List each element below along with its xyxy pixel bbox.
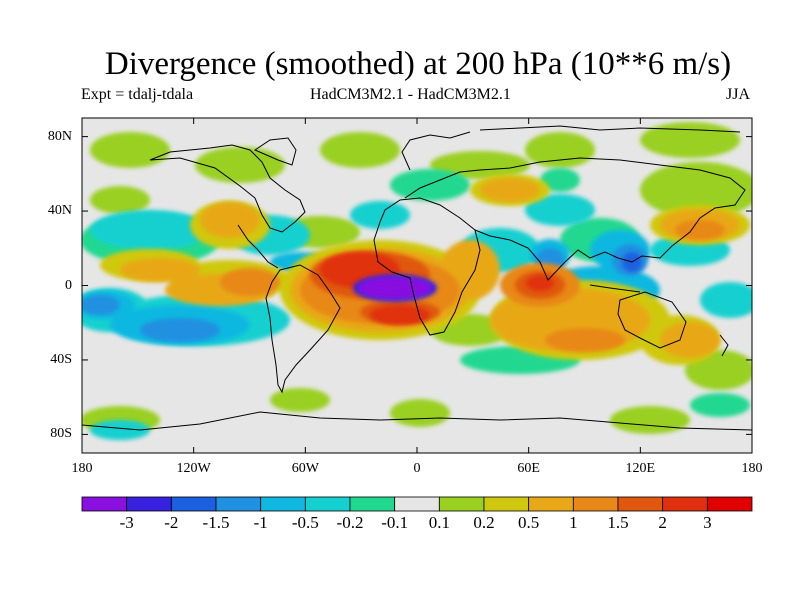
- colorbar-tick-label: 3: [703, 513, 712, 532]
- experiment-label: Expt = tdalj-tdala: [81, 86, 194, 103]
- colorbar-tick-label: -0.2: [336, 513, 364, 532]
- colorbar-swatch: [394, 496, 440, 512]
- colorbar-swatch: [483, 496, 530, 512]
- colorbar-tick-label: 1.5: [607, 513, 629, 532]
- colorbar-swatch: [349, 496, 396, 512]
- colorbar-swatch: [304, 496, 351, 512]
- model-label: HadCM3M2.1 - HadCM3M2.1: [310, 86, 511, 103]
- colorbar-swatch: [438, 496, 485, 512]
- lon-label: 60W: [291, 461, 319, 476]
- colorbar-tick-label: -2: [164, 513, 179, 532]
- colorbar-swatch: [170, 496, 217, 512]
- colorbar-swatch: [215, 496, 262, 512]
- colorbar-tick-label: 0.5: [518, 513, 540, 532]
- lat-label: 40S: [50, 351, 72, 367]
- colorbar-swatch: [617, 496, 664, 512]
- lon-label: 180: [741, 461, 763, 476]
- colorbar-swatch: [706, 496, 753, 512]
- season-label: JJA: [726, 86, 751, 103]
- colorbar-tick-label: -1.5: [202, 513, 230, 532]
- colorbar-swatch: [126, 496, 172, 512]
- colorbar-tick-label: 2: [658, 513, 667, 532]
- colorbar-tick-label: 1: [569, 513, 578, 532]
- axis-ticks: [81, 118, 753, 453]
- colorbar-tick-label: 0.2: [473, 513, 495, 532]
- lat-label: 80N: [47, 128, 72, 144]
- colorbar-tick-label: -0.5: [291, 513, 319, 532]
- lat-label: 0: [65, 277, 72, 293]
- colorbar-tick-label: -3: [119, 513, 134, 532]
- colorbar-swatch: [572, 496, 619, 512]
- lon-label: 60E: [517, 461, 540, 476]
- colorbar-swatch: [662, 496, 708, 512]
- colorbar-swatch: [260, 496, 306, 512]
- lat-label: 80S: [50, 426, 72, 442]
- colorbar-tick-label: 0.1: [428, 513, 450, 532]
- divergence-field: [82, 122, 752, 440]
- coastlines: [82, 125, 752, 431]
- lon-label: 120E: [625, 461, 656, 476]
- lon-label: 120W: [176, 461, 211, 476]
- colorbar-swatch: [528, 496, 574, 512]
- page-title: Divergence (smoothed) at 200 hPa (10**6 …: [104, 46, 732, 82]
- colorbar-tick-label: -0.1: [381, 513, 409, 532]
- colorbar-swatch: [81, 496, 128, 512]
- colorbar-tick-label: -1: [253, 513, 268, 532]
- lon-label: 0: [413, 461, 421, 476]
- colorbar: [81, 496, 753, 512]
- lon-label: 180: [71, 461, 93, 476]
- lat-label: 40N: [47, 203, 72, 219]
